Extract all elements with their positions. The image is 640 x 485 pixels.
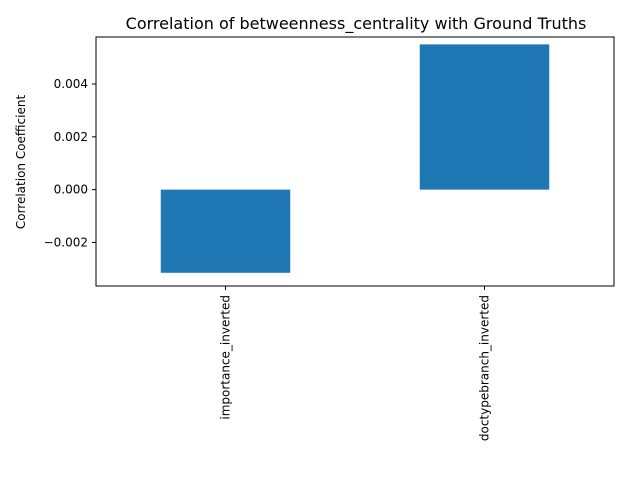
bar-doctypebranch-inverted [419, 44, 550, 190]
y-tick-label: 0.004 [54, 77, 88, 91]
bar-importance-inverted [160, 189, 291, 273]
x-tick-label: doctypebranch_inverted [478, 295, 492, 441]
chart-title: Correlation of betweenness_centrality wi… [126, 14, 587, 34]
x-tick-label: importance_inverted [219, 295, 233, 420]
y-tick-label: −0.002 [44, 235, 88, 249]
ticks-layer: importance_inverted doctypebranch_inverte… [44, 77, 492, 441]
y-tick-label: 0.002 [54, 130, 88, 144]
y-axis-label: Correlation Coefficient [14, 95, 28, 230]
bars-layer [160, 44, 550, 273]
y-tick-label: 0.000 [54, 183, 88, 197]
plot-frame [95, 36, 615, 287]
